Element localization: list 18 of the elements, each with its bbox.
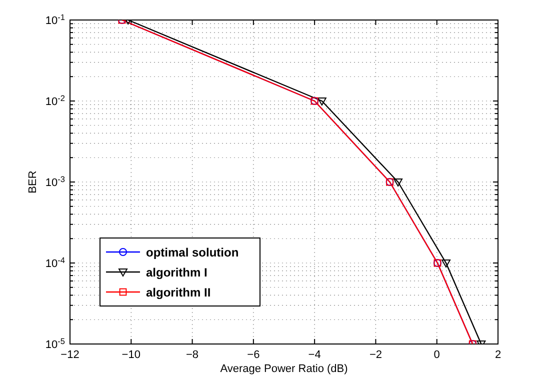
y-tick-label: 10$^{-5}$: [45, 336, 66, 351]
x-tick-label: 2: [494, 349, 502, 361]
y-tick-label: 10$^{-1}$: [45, 12, 66, 27]
legend-label: optimal solution: [146, 246, 239, 260]
x-axis-title: Average Power Ratio (dB): [220, 363, 348, 375]
x-tick-label: 0: [434, 349, 440, 361]
x-tick-label: −4: [308, 349, 321, 361]
y-axis-title: BER: [27, 170, 39, 194]
legend-label: algorithm I: [146, 266, 208, 280]
x-tick-label: −6: [247, 349, 260, 361]
x-tick-label: −2: [369, 349, 382, 361]
x-tick-label: −12: [60, 349, 80, 361]
legend-label: algorithm II: [146, 286, 211, 300]
x-tick-label: −10: [122, 349, 140, 361]
y-tick-label: 10$^{-3}$: [45, 174, 66, 189]
y-tick-label: 10$^{-4}$: [45, 256, 66, 270]
x-tick-label: −8: [186, 349, 199, 361]
y-tick-label: 10$^{-2}$: [45, 94, 66, 108]
